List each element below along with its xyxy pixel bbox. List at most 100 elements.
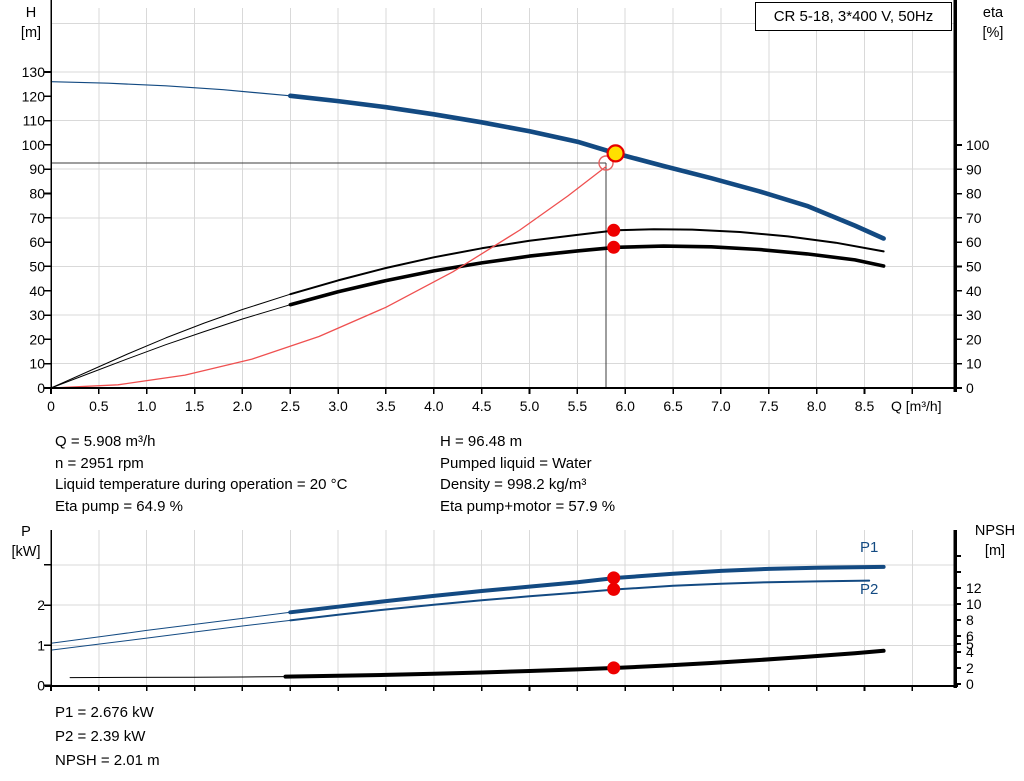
result-p1: P1 = 2.676 kW: [55, 704, 154, 721]
info-eta-pump: Eta pump = 64.9 %: [55, 497, 183, 515]
p1-thin: [50, 611, 291, 644]
axis-tick-right-label: 50: [966, 259, 982, 275]
axis-tick-right-label: 0: [966, 676, 974, 692]
axis-tick-left-label: 80: [29, 186, 45, 202]
axis-tick-left-label: 90: [29, 161, 45, 177]
axis-tick-right-label: 60: [966, 234, 982, 250]
axis-tick-left-label: 50: [29, 258, 45, 274]
axis-tick-left-label: 0: [37, 380, 45, 396]
x-tick-label: 0: [47, 398, 55, 414]
x-tick-label: 4.5: [472, 398, 492, 414]
info-speed: n = 2951 rpm: [55, 454, 144, 472]
p2-thin: [50, 619, 291, 651]
x-tick-label: 3.0: [328, 398, 348, 414]
axis-tick-left-label: 30: [29, 307, 45, 323]
x-tick-label: 1.0: [137, 398, 157, 414]
axis-tick-right-label: 12: [966, 580, 982, 596]
duty-point-p1: [607, 571, 621, 585]
x-tick-label: 6.0: [615, 398, 635, 414]
axis-tick-left-label: 120: [22, 88, 46, 104]
axis-tick-right-label: 2: [966, 660, 974, 676]
eta-axis-title-unit: [%]: [982, 25, 1004, 41]
duty-point-p2: [607, 582, 621, 596]
npsh-thin: [69, 676, 286, 679]
npsh-axis-title: NPSH [m]: [968, 521, 1022, 561]
h-axis-title-symbol: H: [25, 5, 37, 21]
result-npsh: NPSH = 2.01 m: [55, 752, 160, 769]
duty-point-eta-pump: [607, 223, 621, 237]
axis-tick-left-label: 20: [29, 331, 45, 347]
duty-parabola: [50, 165, 607, 389]
x-tick-label: 1.5: [185, 398, 205, 414]
p2: [289, 579, 871, 622]
p1-curve-label: P1: [860, 539, 879, 556]
x-tick-label: 5.0: [520, 398, 540, 414]
x-tick-label: 3.5: [376, 398, 396, 414]
requested-duty-marker: [598, 155, 614, 171]
axis-tick-right-label: 90: [966, 161, 982, 177]
axis-tick-left-label: 70: [29, 210, 45, 226]
result-values: P1 = 2.676 kW P2 = 2.39 kW NPSH = 2.01 m: [55, 701, 160, 773]
axis-tick-left-label: 0: [37, 678, 45, 694]
axis-tick-left-label: 10: [29, 356, 45, 372]
x-tick-label: 6.5: [663, 398, 683, 414]
p2-curve-label: P2: [860, 581, 879, 598]
p-axis-title: P [kW]: [4, 522, 48, 562]
axis-tick-left-label: 100: [22, 137, 46, 153]
axis-tick-left-label: 1: [37, 637, 45, 653]
eta-pump-motor: [288, 244, 886, 307]
eta-axis-title-symbol: eta: [982, 5, 1004, 21]
axis-tick-left-label: 60: [29, 234, 45, 250]
info-eta-pump-motor: Eta pump+motor = 57.9 %: [440, 497, 616, 515]
axis-tick-left-label: 110: [23, 113, 46, 129]
axis-tick-right-label: 4: [966, 644, 974, 660]
axis-tick-right-label: 30: [966, 307, 982, 323]
eta-pump-thin: [50, 293, 291, 389]
axis-tick-right-label: 5: [966, 636, 974, 652]
result-p2: P2 = 2.39 kW: [55, 728, 146, 745]
axis-tick-right-label: 8: [966, 612, 974, 628]
npsh: [283, 648, 886, 679]
x-axis-unit-label: Q [m³/h]: [891, 398, 942, 414]
axis-tick-right-label: 100: [966, 137, 990, 153]
info-liquid-temperature: Liquid temperature during operation = 20…: [55, 476, 348, 493]
axis-tick-right-label: 80: [966, 186, 982, 202]
npsh-axis-title-symbol: NPSH: [974, 523, 1016, 539]
info-flow: Q = 5.908 m³/h: [55, 433, 156, 450]
duty-point-eta-pump-motor: [607, 240, 621, 254]
axis-tick-left-label: 40: [29, 283, 45, 299]
p1: [288, 564, 886, 615]
p-axis-title-symbol: P: [21, 524, 31, 540]
x-tick-label: 2.0: [233, 398, 253, 414]
x-tick-label: 8.0: [807, 398, 827, 414]
npsh-axis-title-unit: [m]: [984, 543, 1006, 559]
head-curve-thin: [50, 81, 291, 97]
axis-tick-right-label: 10: [966, 596, 982, 612]
axis-tick-left-label: 130: [22, 64, 46, 80]
p-axis-title-unit: [kW]: [11, 544, 41, 560]
eta-pump: [289, 228, 885, 296]
axis-tick-left-label: 2: [37, 597, 45, 613]
info-pumped-liquid: Pumped liquid = Water: [440, 454, 592, 472]
x-tick-label: 4.0: [424, 398, 444, 414]
axis-tick-right-label: 6: [966, 628, 974, 644]
head-curve: [288, 93, 886, 241]
axis-tick-right-label: 0: [966, 380, 974, 396]
pump-title-box: CR 5-18, 3*400 V, 50Hz: [755, 2, 952, 31]
duty-point-qh: [606, 144, 625, 163]
x-tick-label: 8.5: [855, 398, 875, 414]
info-head: H = 96.48 m: [440, 433, 523, 450]
h-axis-title-unit: [m]: [20, 25, 42, 41]
x-tick-label: 2.5: [281, 398, 301, 414]
x-tick-label: 0.5: [89, 398, 109, 414]
x-tick-label: 7.0: [711, 398, 731, 414]
duty-info-right: H = 96.48 m Pumped liquid = Water Densit…: [440, 431, 615, 517]
eta-axis-title: eta [%]: [972, 3, 1014, 43]
axis-tick-right-label: 70: [966, 210, 982, 226]
duty-info-left: Q = 5.908 m³/h n = 2951 rpm Liquid tempe…: [55, 431, 347, 517]
duty-point-npsh: [607, 661, 621, 675]
info-density: Density = 998.2 kg/m³: [440, 476, 587, 493]
x-tick-label: 5.5: [568, 398, 588, 414]
